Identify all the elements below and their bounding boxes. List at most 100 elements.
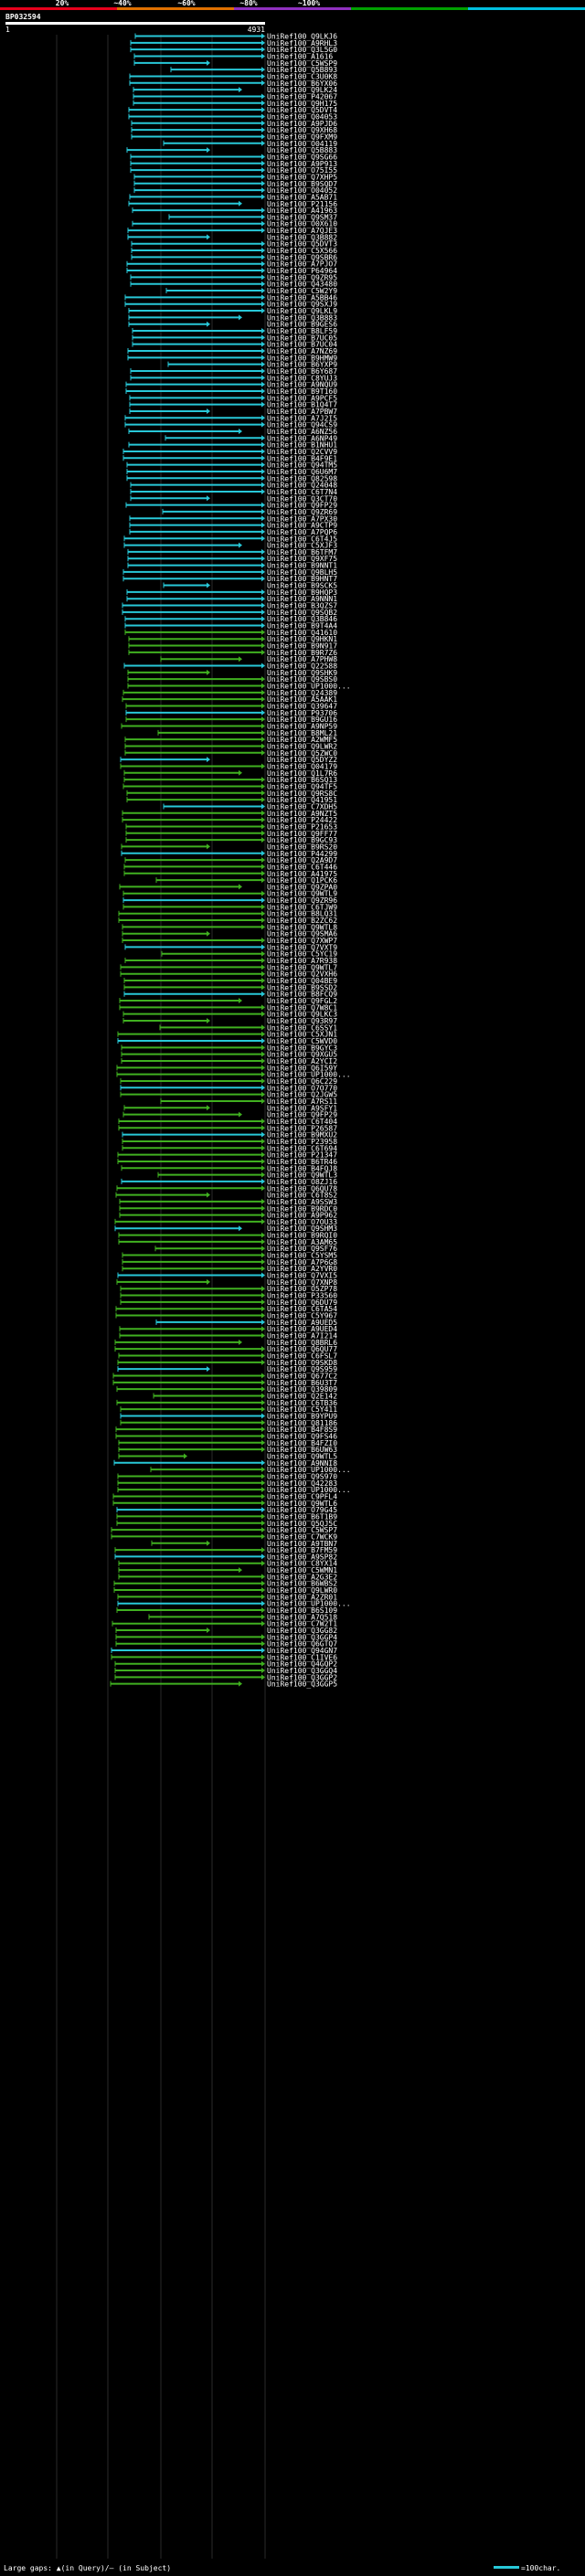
- hit-label[interactable]: UniRef100_A9SP82: [267, 1553, 337, 1561]
- hit-label[interactable]: UniRef100_Q9SBR6: [267, 253, 337, 261]
- hit-label[interactable]: UniRef100_Q24389: [267, 689, 337, 697]
- hit-label[interactable]: UniRef100_Q677C2: [267, 1373, 337, 1381]
- hit-label[interactable]: UniRef100_B6U3T7: [267, 1379, 337, 1387]
- hit-label[interactable]: UniRef100_Q2A9D7: [267, 856, 337, 864]
- hit-label[interactable]: UniRef100_A9SFY1: [267, 1104, 337, 1112]
- hit-label[interactable]: UniRef100_A1616: [267, 52, 333, 60]
- hit-label[interactable]: UniRef100_A9UED5: [267, 1319, 337, 1327]
- hit-label[interactable]: UniRef100_Q3B846: [267, 615, 337, 623]
- hit-label[interactable]: UniRef100_P26587: [267, 1124, 337, 1132]
- hit-label[interactable]: UniRef100_O9SKD8: [267, 1359, 337, 1367]
- hit-label[interactable]: UniRef100_Q9SG66: [267, 153, 337, 161]
- hit-label[interactable]: UniRef100_P44299: [267, 850, 337, 858]
- hit-label[interactable]: UniRef100_A7I214: [267, 1332, 337, 1341]
- hit-label[interactable]: UniRef100_A7J2I5: [267, 414, 337, 422]
- hit-label[interactable]: UniRef100_Q9WTL8: [267, 923, 337, 931]
- hit-label[interactable]: UniRef100_B9YPU9: [267, 1412, 337, 1420]
- hit-label[interactable]: UniRef100_A7PHW8: [267, 655, 337, 663]
- hit-label[interactable]: UniRef100_A9UED4: [267, 1325, 337, 1333]
- hit-label[interactable]: UniRef100_A6NP49: [267, 434, 337, 442]
- hit-label[interactable]: UniRef100_B8ML21: [267, 729, 337, 737]
- hit-label[interactable]: UniRef100_A41975: [267, 870, 337, 878]
- hit-label[interactable]: UniRef100_B9SCK5: [267, 582, 337, 590]
- hit-label[interactable]: UniRef100_Q7VXT9: [267, 943, 337, 951]
- hit-label[interactable]: UniRef100_B6WBS2: [267, 1580, 337, 1588]
- hit-label[interactable]: UniRef100_Q9FP29: [267, 502, 337, 510]
- hit-label[interactable]: UniRef100_C7XDH5: [267, 802, 337, 811]
- hit-label[interactable]: UniRef100_C5Y967: [267, 1312, 337, 1320]
- hit-label[interactable]: UniRef100_Q1PCK6: [267, 876, 337, 885]
- hit-label[interactable]: UniRef100_A9P962: [267, 1212, 337, 1220]
- hit-label[interactable]: UniRef100_O8ZJ16: [267, 1178, 337, 1186]
- hit-label[interactable]: UniRef100_Q6U6M7: [267, 468, 337, 476]
- hit-label[interactable]: UniRef100_P93706: [267, 709, 337, 717]
- hit-label[interactable]: UniRef100_A9NNI8: [267, 1459, 337, 1468]
- hit-label[interactable]: UniRef100_Q6I59Y: [267, 1064, 337, 1072]
- hit-label[interactable]: UniRef100_Q3GGP4: [267, 1633, 337, 1641]
- hit-label[interactable]: UniRef100_Q9SQB2: [267, 609, 337, 617]
- hit-label[interactable]: UniRef100_Q41951: [267, 796, 337, 804]
- hit-label[interactable]: UniRef100_Q9FS46: [267, 1432, 337, 1440]
- hit-label[interactable]: UniRef100_A2YCI2: [267, 1057, 337, 1065]
- hit-label[interactable]: UniRef100_B6SQ13: [267, 776, 337, 784]
- hit-label[interactable]: UniRef100_Q9LKJ6: [267, 33, 337, 41]
- hit-label[interactable]: UniRef100_C6T7N4: [267, 488, 337, 496]
- hit-label[interactable]: UniRef100_B6T1B9: [267, 1512, 337, 1521]
- hit-label[interactable]: UniRef100_B4F8S9: [267, 1426, 337, 1434]
- hit-label[interactable]: UniRef100_Q9RS8C: [267, 790, 337, 798]
- hit-label[interactable]: UniRef100_Q6QU78: [267, 1184, 337, 1193]
- hit-label[interactable]: UniRef100_Q7XWP7: [267, 937, 337, 945]
- hit-label[interactable]: UniRef100_Q9H175: [267, 100, 337, 108]
- hit-label[interactable]: UniRef100_UP1000...: [267, 683, 351, 691]
- hit-label[interactable]: UniRef100_A3AM65: [267, 1238, 337, 1246]
- hit-label[interactable]: UniRef100_B9SSD2: [267, 983, 337, 991]
- hit-label[interactable]: UniRef100_B4FZI0: [267, 1439, 337, 1447]
- hit-label[interactable]: UniRef100_A9SSW3: [267, 1198, 337, 1206]
- hit-label[interactable]: UniRef100_C5WSP7: [267, 1526, 337, 1534]
- hit-label[interactable]: UniRef100_Q9FGL2: [267, 997, 337, 1005]
- hit-label[interactable]: UniRef100_B9RQI0: [267, 1232, 337, 1240]
- hit-label[interactable]: UniRef100_A9NP59: [267, 722, 337, 730]
- hit-label[interactable]: UniRef100_Q2CVV9: [267, 448, 337, 456]
- hit-label[interactable]: UniRef100_Q43480: [267, 281, 337, 289]
- hit-label[interactable]: UniRef100_A7QJE3: [267, 227, 337, 235]
- hit-label[interactable]: UniRef100_Q9WTL5: [267, 1452, 337, 1460]
- hit-label[interactable]: UniRef100_UP1000...: [267, 1466, 351, 1474]
- hit-label[interactable]: UniRef100_Q9ZR69: [267, 508, 337, 516]
- hit-label[interactable]: UniRef100_C7W2T1: [267, 1620, 337, 1628]
- hit-label[interactable]: UniRef100_A7PX30: [267, 514, 337, 523]
- hit-label[interactable]: UniRef100_B9GC93: [267, 836, 337, 844]
- hit-label[interactable]: UniRef100_C5WVD0: [267, 1037, 337, 1045]
- hit-label[interactable]: UniRef100_O04052: [267, 186, 337, 195]
- hit-label[interactable]: UniRef100_Q24048: [267, 482, 337, 490]
- hit-label[interactable]: UniRef100_A41963: [267, 207, 337, 215]
- hit-label[interactable]: UniRef100_B9SQD7: [267, 180, 337, 188]
- hit-label[interactable]: UniRef100_P23958: [267, 1138, 337, 1146]
- hit-label[interactable]: UniRef100_C6TA54: [267, 1305, 337, 1313]
- hit-label[interactable]: UniRef100_C6TJW9: [267, 903, 337, 911]
- hit-label[interactable]: UniRef100_C6TB36: [267, 1399, 337, 1407]
- hit-label[interactable]: UniRef100_B9RS20: [267, 843, 337, 851]
- hit-label[interactable]: UniRef100_P64964: [267, 267, 337, 275]
- hit-label[interactable]: UniRef100_O04119: [267, 140, 337, 148]
- hit-label[interactable]: UniRef100_Q3CT70: [267, 494, 337, 503]
- hit-label[interactable]: UniRef100_A5AAK1: [267, 695, 337, 704]
- hit-label[interactable]: UniRef100_C6T694: [267, 1144, 337, 1152]
- hit-label[interactable]: UniRef100_Q3GG82: [267, 1627, 337, 1635]
- hit-label[interactable]: UniRef100_Q42283: [267, 1479, 337, 1488]
- hit-label[interactable]: UniRef100_Q9HKN1: [267, 635, 337, 643]
- hit-label[interactable]: UniRef100_Q9LKC3: [267, 1011, 337, 1019]
- hit-label[interactable]: UniRef100_Q3B882: [267, 233, 337, 241]
- hit-label[interactable]: UniRef100_Q4GQP2: [267, 1660, 337, 1669]
- hit-label[interactable]: UniRef100_Q9S970: [267, 1472, 337, 1480]
- hit-label[interactable]: UniRef100_B2ZC62: [267, 917, 337, 925]
- hit-label[interactable]: UniRef100_B9N917: [267, 642, 337, 651]
- hit-label[interactable]: UniRef100_C7WCK9: [267, 1532, 337, 1541]
- hit-label[interactable]: UniRef100_O75I55: [267, 166, 337, 175]
- hit-label[interactable]: UniRef100_O7OU33: [267, 1218, 337, 1226]
- hit-label[interactable]: UniRef100_Q9ZPA0: [267, 883, 337, 891]
- hit-label[interactable]: UniRef100_A9RHL3: [267, 39, 337, 48]
- hit-label[interactable]: UniRef100_B7UC04: [267, 341, 337, 349]
- hit-label[interactable]: UniRef100_B6TR46: [267, 1158, 337, 1166]
- hit-label[interactable]: UniRef100_B7UC05: [267, 334, 337, 342]
